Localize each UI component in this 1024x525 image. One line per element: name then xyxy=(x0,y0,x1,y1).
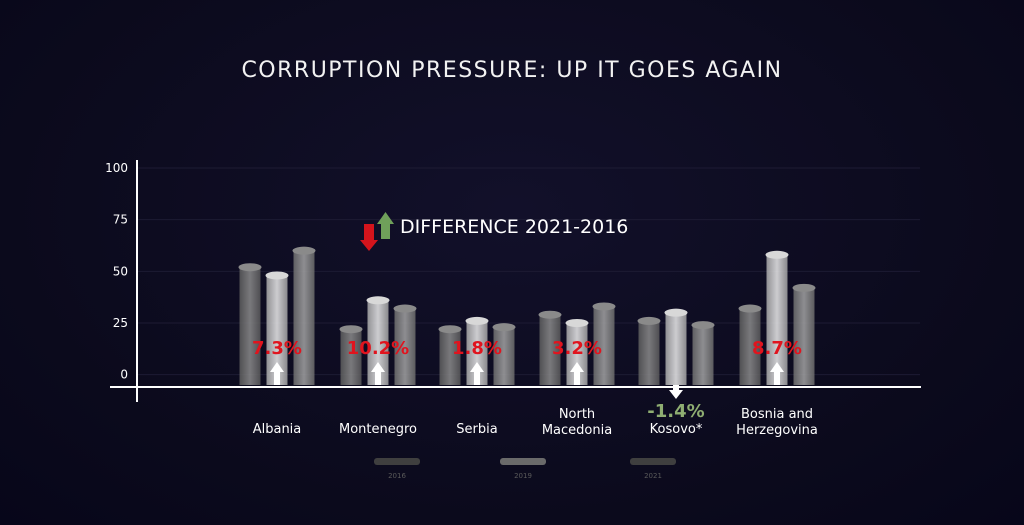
bar xyxy=(266,275,288,385)
bar xyxy=(367,300,389,385)
legend-label: 2016 xyxy=(388,472,406,480)
bar xyxy=(293,250,315,385)
difference-up-arrow xyxy=(270,362,284,385)
bar-cap xyxy=(664,308,688,317)
bar-cap xyxy=(393,304,417,313)
bar xyxy=(439,329,461,385)
bar xyxy=(638,320,660,385)
bar-cap xyxy=(465,316,489,325)
bar-cap xyxy=(538,310,562,319)
difference-up-arrow xyxy=(770,362,784,385)
difference-value: 7.3% xyxy=(252,338,302,359)
bar-cap xyxy=(265,271,289,280)
y-tick-label: 25 xyxy=(113,316,128,330)
bar-cap xyxy=(691,321,715,330)
difference-value: -1.4% xyxy=(647,401,704,422)
bar-cap xyxy=(492,323,516,332)
category-label: Herzegovina xyxy=(736,423,818,438)
bar xyxy=(692,325,714,385)
bar-cap xyxy=(565,319,589,327)
category-label: Bosnia and xyxy=(741,407,813,422)
legend-swatch xyxy=(374,458,420,465)
bar-cap xyxy=(238,263,262,272)
bar-cap xyxy=(438,325,462,334)
category-label: Albania xyxy=(253,422,302,437)
difference-value: 1.8% xyxy=(452,338,502,359)
difference-value: 3.2% xyxy=(552,338,602,359)
bar xyxy=(739,308,761,385)
legend-swatch xyxy=(630,458,676,465)
bar-cap xyxy=(339,325,363,334)
y-tick-label: 0 xyxy=(120,368,128,382)
bar xyxy=(493,327,515,385)
bar-cap xyxy=(738,304,762,313)
category-label: Montenegro xyxy=(339,422,417,437)
bar-cap xyxy=(366,296,390,305)
red-down-arrow-icon xyxy=(360,224,378,251)
bar xyxy=(539,314,561,385)
bar xyxy=(665,312,687,385)
bar xyxy=(340,329,362,385)
legend-label: 2021 xyxy=(644,472,662,480)
bar xyxy=(593,306,615,385)
legend-swatch xyxy=(500,458,546,465)
category-label: Kosovo* xyxy=(650,422,703,437)
bar xyxy=(394,308,416,385)
bar xyxy=(766,254,788,385)
category-label: Macedonia xyxy=(542,423,612,438)
difference-up-arrow xyxy=(470,362,484,385)
bar-cap xyxy=(292,246,316,255)
chart-title: CORRUPTION PRESSURE: UP IT GOES AGAIN xyxy=(241,58,783,83)
difference-value: 8.7% xyxy=(752,338,802,359)
bar xyxy=(239,267,261,385)
difference-up-arrow xyxy=(570,362,584,385)
bar-cap xyxy=(592,302,616,311)
y-tick-label: 50 xyxy=(113,264,128,278)
category-label: Serbia xyxy=(456,422,497,437)
bar-cap xyxy=(765,250,789,259)
y-tick-label: 75 xyxy=(113,213,128,227)
difference-up-arrow xyxy=(371,362,385,385)
bar xyxy=(466,320,488,385)
difference-legend-label: DIFFERENCE 2021-2016 xyxy=(400,216,628,238)
green-up-arrow-icon xyxy=(377,212,394,239)
y-tick-label: 100 xyxy=(105,161,128,175)
difference-down-arrow xyxy=(669,385,683,399)
legend-label: 2019 xyxy=(514,472,532,480)
difference-value: 10.2% xyxy=(347,338,409,359)
bar xyxy=(793,287,815,385)
category-label: North xyxy=(559,407,595,422)
bar-cap xyxy=(637,316,661,325)
bar-cap xyxy=(792,283,816,292)
